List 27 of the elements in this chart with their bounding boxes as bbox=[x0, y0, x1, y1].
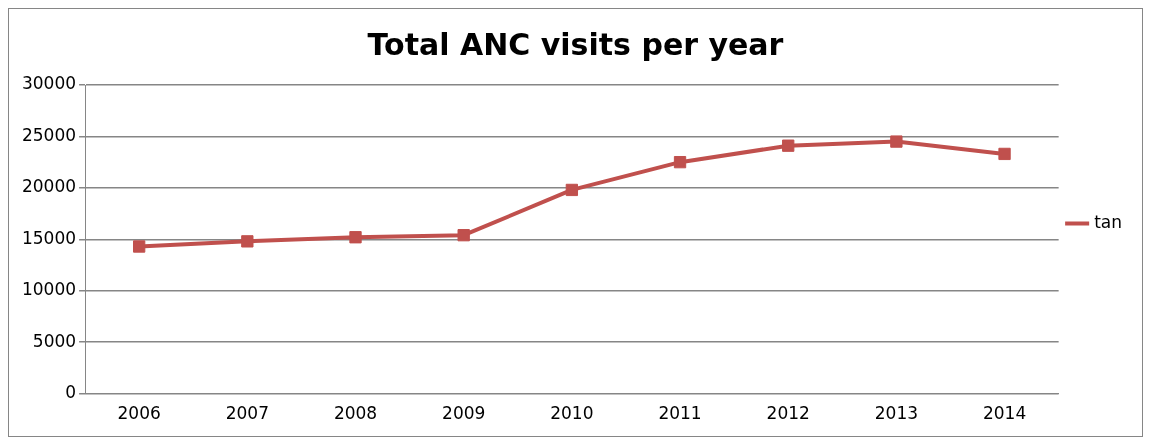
legend-label: tan bbox=[1094, 211, 1122, 232]
point bbox=[133, 240, 146, 253]
point bbox=[457, 229, 470, 242]
x-tick-label: 2007 bbox=[225, 403, 269, 424]
x-tick-label: 2012 bbox=[766, 403, 810, 424]
y-tick-label: 10000 bbox=[21, 279, 77, 300]
point bbox=[782, 139, 795, 152]
x-tick-label: 2010 bbox=[550, 403, 594, 424]
x-tick-label: 2009 bbox=[442, 403, 486, 424]
y-tick-label: 15000 bbox=[21, 227, 77, 248]
point bbox=[998, 147, 1011, 161]
y-tick-label: 25000 bbox=[21, 124, 77, 145]
x-tick-label: 2011 bbox=[658, 403, 702, 424]
x-tick-label: 2014 bbox=[982, 403, 1027, 424]
chart-title: Total ANC visits per year bbox=[367, 26, 784, 62]
point bbox=[565, 183, 579, 197]
point bbox=[349, 231, 362, 244]
y-tick-label: 20000 bbox=[21, 176, 77, 197]
y-tick-label: 30000 bbox=[21, 73, 77, 94]
x-tick-label: 2008 bbox=[333, 403, 378, 424]
point bbox=[673, 155, 687, 169]
x-tick-label: 2013 bbox=[874, 403, 919, 424]
y-tick-label: 0 bbox=[65, 382, 77, 403]
y-tick-label: 5000 bbox=[32, 330, 77, 351]
point bbox=[241, 235, 254, 248]
point bbox=[890, 135, 903, 148]
x-tick-label: 2006 bbox=[117, 403, 161, 424]
